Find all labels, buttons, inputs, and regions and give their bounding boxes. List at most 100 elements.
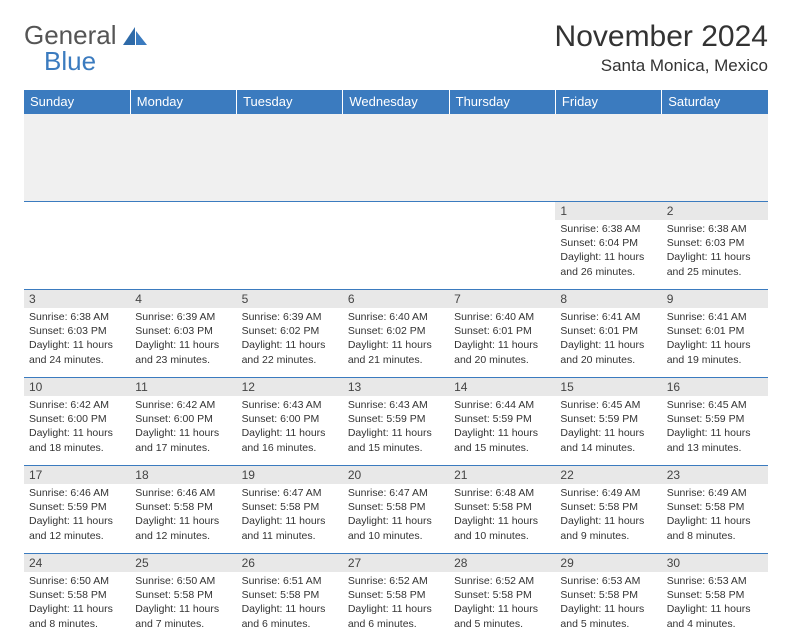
- calendar-day-cell: 11Sunrise: 6:42 AMSunset: 6:00 PMDayligh…: [130, 378, 236, 466]
- daylight-text: Daylight: 11 hours and 24 minutes.: [29, 338, 125, 366]
- sunrise-text: Sunrise: 6:50 AM: [29, 574, 125, 588]
- sunrise-text: Sunrise: 6:41 AM: [560, 310, 656, 324]
- sunrise-text: Sunrise: 6:38 AM: [667, 222, 763, 236]
- day-number: 6: [343, 290, 449, 308]
- month-title: November 2024: [555, 20, 768, 54]
- sunrise-text: Sunrise: 6:41 AM: [667, 310, 763, 324]
- daylight-text: Daylight: 11 hours and 10 minutes.: [348, 514, 444, 542]
- daylight-text: Daylight: 11 hours and 12 minutes.: [29, 514, 125, 542]
- day-details: Sunrise: 6:40 AMSunset: 6:01 PMDaylight:…: [449, 308, 555, 371]
- day-number: 29: [555, 554, 661, 572]
- calendar-day-cell: 6Sunrise: 6:40 AMSunset: 6:02 PMDaylight…: [343, 290, 449, 378]
- title-block: November 2024 Santa Monica, Mexico: [555, 20, 768, 76]
- daylight-text: Daylight: 11 hours and 12 minutes.: [135, 514, 231, 542]
- daylight-text: Daylight: 11 hours and 14 minutes.: [560, 426, 656, 454]
- daylight-text: Daylight: 11 hours and 23 minutes.: [135, 338, 231, 366]
- weekday-header: Thursday: [449, 90, 555, 114]
- daylight-text: Daylight: 11 hours and 15 minutes.: [454, 426, 550, 454]
- calendar-day-cell: 23Sunrise: 6:49 AMSunset: 5:58 PMDayligh…: [662, 466, 768, 554]
- weekday-header: Tuesday: [237, 90, 343, 114]
- calendar-day-cell: 30Sunrise: 6:53 AMSunset: 5:58 PMDayligh…: [662, 554, 768, 642]
- calendar-day-cell: 1Sunrise: 6:38 AMSunset: 6:04 PMDaylight…: [555, 202, 661, 290]
- sunrise-text: Sunrise: 6:52 AM: [348, 574, 444, 588]
- weekday-header: Saturday: [662, 90, 768, 114]
- calendar-day-cell: [343, 202, 449, 290]
- sunset-text: Sunset: 5:59 PM: [667, 412, 763, 426]
- calendar-day-cell: 3Sunrise: 6:38 AMSunset: 6:03 PMDaylight…: [24, 290, 130, 378]
- calendar-day-cell: 24Sunrise: 6:50 AMSunset: 5:58 PMDayligh…: [24, 554, 130, 642]
- sunset-text: Sunset: 5:58 PM: [135, 500, 231, 514]
- sunrise-text: Sunrise: 6:45 AM: [667, 398, 763, 412]
- calendar-day-cell: 27Sunrise: 6:52 AMSunset: 5:58 PMDayligh…: [343, 554, 449, 642]
- daylight-text: Daylight: 11 hours and 8 minutes.: [29, 602, 125, 630]
- day-details: Sunrise: 6:46 AMSunset: 5:58 PMDaylight:…: [130, 484, 236, 547]
- sunrise-text: Sunrise: 6:43 AM: [242, 398, 338, 412]
- daylight-text: Daylight: 11 hours and 6 minutes.: [242, 602, 338, 630]
- daylight-text: Daylight: 11 hours and 7 minutes.: [135, 602, 231, 630]
- sunset-text: Sunset: 5:58 PM: [454, 500, 550, 514]
- calendar-day-cell: 5Sunrise: 6:39 AMSunset: 6:02 PMDaylight…: [237, 290, 343, 378]
- day-details: Sunrise: 6:46 AMSunset: 5:59 PMDaylight:…: [24, 484, 130, 547]
- day-details: Sunrise: 6:39 AMSunset: 6:02 PMDaylight:…: [237, 308, 343, 371]
- day-number: 21: [449, 466, 555, 484]
- logo: General Blue: [24, 20, 149, 51]
- day-details: Sunrise: 6:39 AMSunset: 6:03 PMDaylight:…: [130, 308, 236, 371]
- day-number: 27: [343, 554, 449, 572]
- day-details: Sunrise: 6:41 AMSunset: 6:01 PMDaylight:…: [555, 308, 661, 371]
- daylight-text: Daylight: 11 hours and 5 minutes.: [454, 602, 550, 630]
- sunrise-text: Sunrise: 6:42 AM: [135, 398, 231, 412]
- day-details: Sunrise: 6:49 AMSunset: 5:58 PMDaylight:…: [662, 484, 768, 547]
- logo-text-blue: Blue: [44, 46, 96, 77]
- sunset-text: Sunset: 5:58 PM: [135, 588, 231, 602]
- day-details: Sunrise: 6:53 AMSunset: 5:58 PMDaylight:…: [555, 572, 661, 635]
- calendar-week-row: 10Sunrise: 6:42 AMSunset: 6:00 PMDayligh…: [24, 378, 768, 466]
- day-details: Sunrise: 6:38 AMSunset: 6:03 PMDaylight:…: [24, 308, 130, 371]
- daylight-text: Daylight: 11 hours and 26 minutes.: [560, 250, 656, 278]
- calendar-week-row: 3Sunrise: 6:38 AMSunset: 6:03 PMDaylight…: [24, 290, 768, 378]
- calendar-day-cell: [130, 202, 236, 290]
- sunset-text: Sunset: 5:58 PM: [348, 500, 444, 514]
- sunrise-text: Sunrise: 6:46 AM: [135, 486, 231, 500]
- calendar-week-row: 24Sunrise: 6:50 AMSunset: 5:58 PMDayligh…: [24, 554, 768, 642]
- calendar-week-row: 17Sunrise: 6:46 AMSunset: 5:59 PMDayligh…: [24, 466, 768, 554]
- daylight-text: Daylight: 11 hours and 20 minutes.: [560, 338, 656, 366]
- sunset-text: Sunset: 5:59 PM: [454, 412, 550, 426]
- calendar-day-cell: 13Sunrise: 6:43 AMSunset: 5:59 PMDayligh…: [343, 378, 449, 466]
- sunrise-text: Sunrise: 6:44 AM: [454, 398, 550, 412]
- sunset-text: Sunset: 5:59 PM: [348, 412, 444, 426]
- sunrise-text: Sunrise: 6:53 AM: [667, 574, 763, 588]
- calendar-day-cell: 28Sunrise: 6:52 AMSunset: 5:58 PMDayligh…: [449, 554, 555, 642]
- day-details: Sunrise: 6:38 AMSunset: 6:03 PMDaylight:…: [662, 220, 768, 283]
- daylight-text: Daylight: 11 hours and 25 minutes.: [667, 250, 763, 278]
- day-details: Sunrise: 6:50 AMSunset: 5:58 PMDaylight:…: [24, 572, 130, 635]
- day-details: Sunrise: 6:45 AMSunset: 5:59 PMDaylight:…: [555, 396, 661, 459]
- sunrise-text: Sunrise: 6:47 AM: [242, 486, 338, 500]
- sunset-text: Sunset: 6:03 PM: [29, 324, 125, 338]
- location-subtitle: Santa Monica, Mexico: [555, 56, 768, 76]
- day-number: 22: [555, 466, 661, 484]
- day-number: 19: [237, 466, 343, 484]
- sunrise-text: Sunrise: 6:43 AM: [348, 398, 444, 412]
- day-details: Sunrise: 6:51 AMSunset: 5:58 PMDaylight:…: [237, 572, 343, 635]
- weekday-header: Sunday: [24, 90, 130, 114]
- day-details: Sunrise: 6:42 AMSunset: 6:00 PMDaylight:…: [130, 396, 236, 459]
- sunset-text: Sunset: 5:59 PM: [29, 500, 125, 514]
- sunset-text: Sunset: 5:58 PM: [667, 500, 763, 514]
- day-details: Sunrise: 6:38 AMSunset: 6:04 PMDaylight:…: [555, 220, 661, 283]
- calendar-day-cell: [449, 202, 555, 290]
- calendar-header-row: SundayMondayTuesdayWednesdayThursdayFrid…: [24, 90, 768, 114]
- day-details: Sunrise: 6:47 AMSunset: 5:58 PMDaylight:…: [343, 484, 449, 547]
- day-number: 30: [662, 554, 768, 572]
- day-number: 7: [449, 290, 555, 308]
- day-details: Sunrise: 6:41 AMSunset: 6:01 PMDaylight:…: [662, 308, 768, 371]
- sunset-text: Sunset: 6:03 PM: [135, 324, 231, 338]
- sunrise-text: Sunrise: 6:53 AM: [560, 574, 656, 588]
- daylight-text: Daylight: 11 hours and 17 minutes.: [135, 426, 231, 454]
- weekday-header: Monday: [130, 90, 236, 114]
- daylight-text: Daylight: 11 hours and 4 minutes.: [667, 602, 763, 630]
- calendar-day-cell: 18Sunrise: 6:46 AMSunset: 5:58 PMDayligh…: [130, 466, 236, 554]
- day-number: 3: [24, 290, 130, 308]
- day-details: Sunrise: 6:43 AMSunset: 5:59 PMDaylight:…: [343, 396, 449, 459]
- calendar-day-cell: 25Sunrise: 6:50 AMSunset: 5:58 PMDayligh…: [130, 554, 236, 642]
- calendar-day-cell: 4Sunrise: 6:39 AMSunset: 6:03 PMDaylight…: [130, 290, 236, 378]
